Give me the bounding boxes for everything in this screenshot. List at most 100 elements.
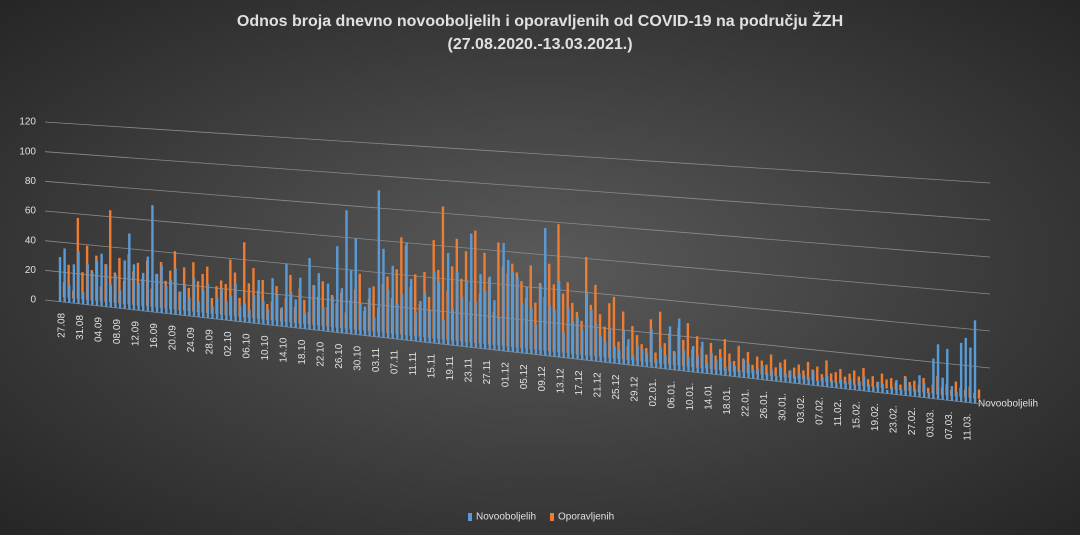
bar: [322, 307, 325, 331]
bar: [91, 272, 94, 306]
bar: [747, 364, 750, 379]
bar: [866, 379, 870, 387]
bar: [95, 260, 99, 306]
bar: [165, 285, 168, 314]
bar: [169, 280, 173, 314]
bar: [738, 370, 741, 378]
x-tick-label: 11.02.: [833, 399, 844, 426]
bar: [936, 344, 940, 400]
bar: [243, 303, 247, 323]
bar: [312, 285, 316, 330]
grid-line: [44, 210, 991, 295]
bar: [137, 283, 140, 311]
y-tick-label: 0: [30, 295, 36, 306]
bar: [474, 230, 477, 343]
bar: [257, 279, 260, 324]
x-tick-label: 03.11: [371, 347, 382, 372]
bar: [695, 336, 699, 368]
x-tick-label: 12.09: [131, 321, 142, 346]
x-tick-label: 10.10: [260, 335, 271, 360]
bar: [825, 360, 828, 382]
x-tick-label: 06.01.: [667, 381, 678, 409]
bar: [857, 376, 861, 386]
bar: [959, 342, 963, 402]
bar: [636, 345, 639, 366]
bar: [450, 266, 454, 341]
x-tick-label: 20.09: [168, 325, 179, 350]
x-tick-label: 27.11: [482, 360, 493, 385]
bar: [497, 242, 500, 346]
bar: [909, 385, 912, 397]
bar: [128, 233, 131, 310]
bar: [913, 380, 916, 392]
x-tick-label: 22.01.: [741, 389, 752, 417]
x-tick-label: 19.11: [445, 356, 456, 381]
y-tick-label: 20: [25, 265, 37, 276]
bar: [507, 260, 510, 352]
bar: [825, 376, 829, 387]
bar: [243, 242, 246, 318]
x-tick-label: 09.12: [537, 366, 548, 391]
bar: [571, 321, 575, 359]
bar: [784, 373, 787, 383]
bar: [705, 363, 709, 374]
bar: [835, 382, 838, 388]
bar: [358, 273, 361, 330]
bar: [428, 310, 431, 343]
bar: [728, 362, 732, 377]
bar: [368, 287, 371, 337]
legend-swatch: [550, 513, 554, 521]
bar: [326, 283, 330, 332]
bar: [252, 268, 255, 319]
bar: [664, 355, 667, 369]
x-tick-label: 19.02.: [870, 403, 881, 431]
bar: [561, 293, 565, 353]
bar: [391, 265, 394, 339]
bar: [100, 253, 103, 307]
grid-line: [44, 151, 991, 221]
bar: [202, 289, 205, 318]
bar: [715, 360, 718, 375]
x-tick-label: 02.01.: [648, 379, 659, 407]
x-tick-label: 29.12: [630, 376, 641, 401]
bar: [400, 294, 404, 340]
bar: [853, 384, 857, 390]
bar: [188, 297, 191, 317]
bar: [460, 296, 464, 347]
bar: [751, 364, 754, 374]
bar: [872, 386, 875, 393]
bar: [724, 366, 727, 376]
bar: [631, 355, 635, 366]
bar: [294, 299, 297, 328]
bar: [497, 317, 501, 351]
bar: [668, 326, 672, 370]
bar: [109, 210, 112, 303]
bar: [280, 307, 284, 327]
chart-title: Odnos broja dnevno novooboljelih i opora…: [237, 11, 843, 30]
bar: [303, 300, 306, 324]
x-tick-label: 02.10: [223, 331, 234, 356]
bar: [252, 295, 256, 324]
bar: [340, 288, 344, 333]
bar: [118, 257, 121, 304]
bar: [926, 387, 930, 394]
bar: [797, 364, 800, 379]
bar: [783, 359, 787, 378]
x-tick-label: 30.10: [352, 345, 363, 370]
bar: [373, 317, 376, 337]
bar: [118, 290, 122, 309]
bar: [696, 355, 699, 373]
bar: [834, 372, 837, 383]
bar: [650, 329, 653, 368]
bar: [530, 307, 533, 355]
bar: [197, 301, 200, 318]
bar: [146, 256, 150, 312]
bar: [899, 389, 903, 396]
bar: [336, 246, 339, 333]
bar: [493, 300, 496, 350]
x-tick-label: 21.12: [593, 372, 604, 397]
bar: [885, 379, 888, 389]
bar: [594, 323, 598, 362]
bar: [812, 371, 815, 386]
bar: [192, 278, 196, 317]
